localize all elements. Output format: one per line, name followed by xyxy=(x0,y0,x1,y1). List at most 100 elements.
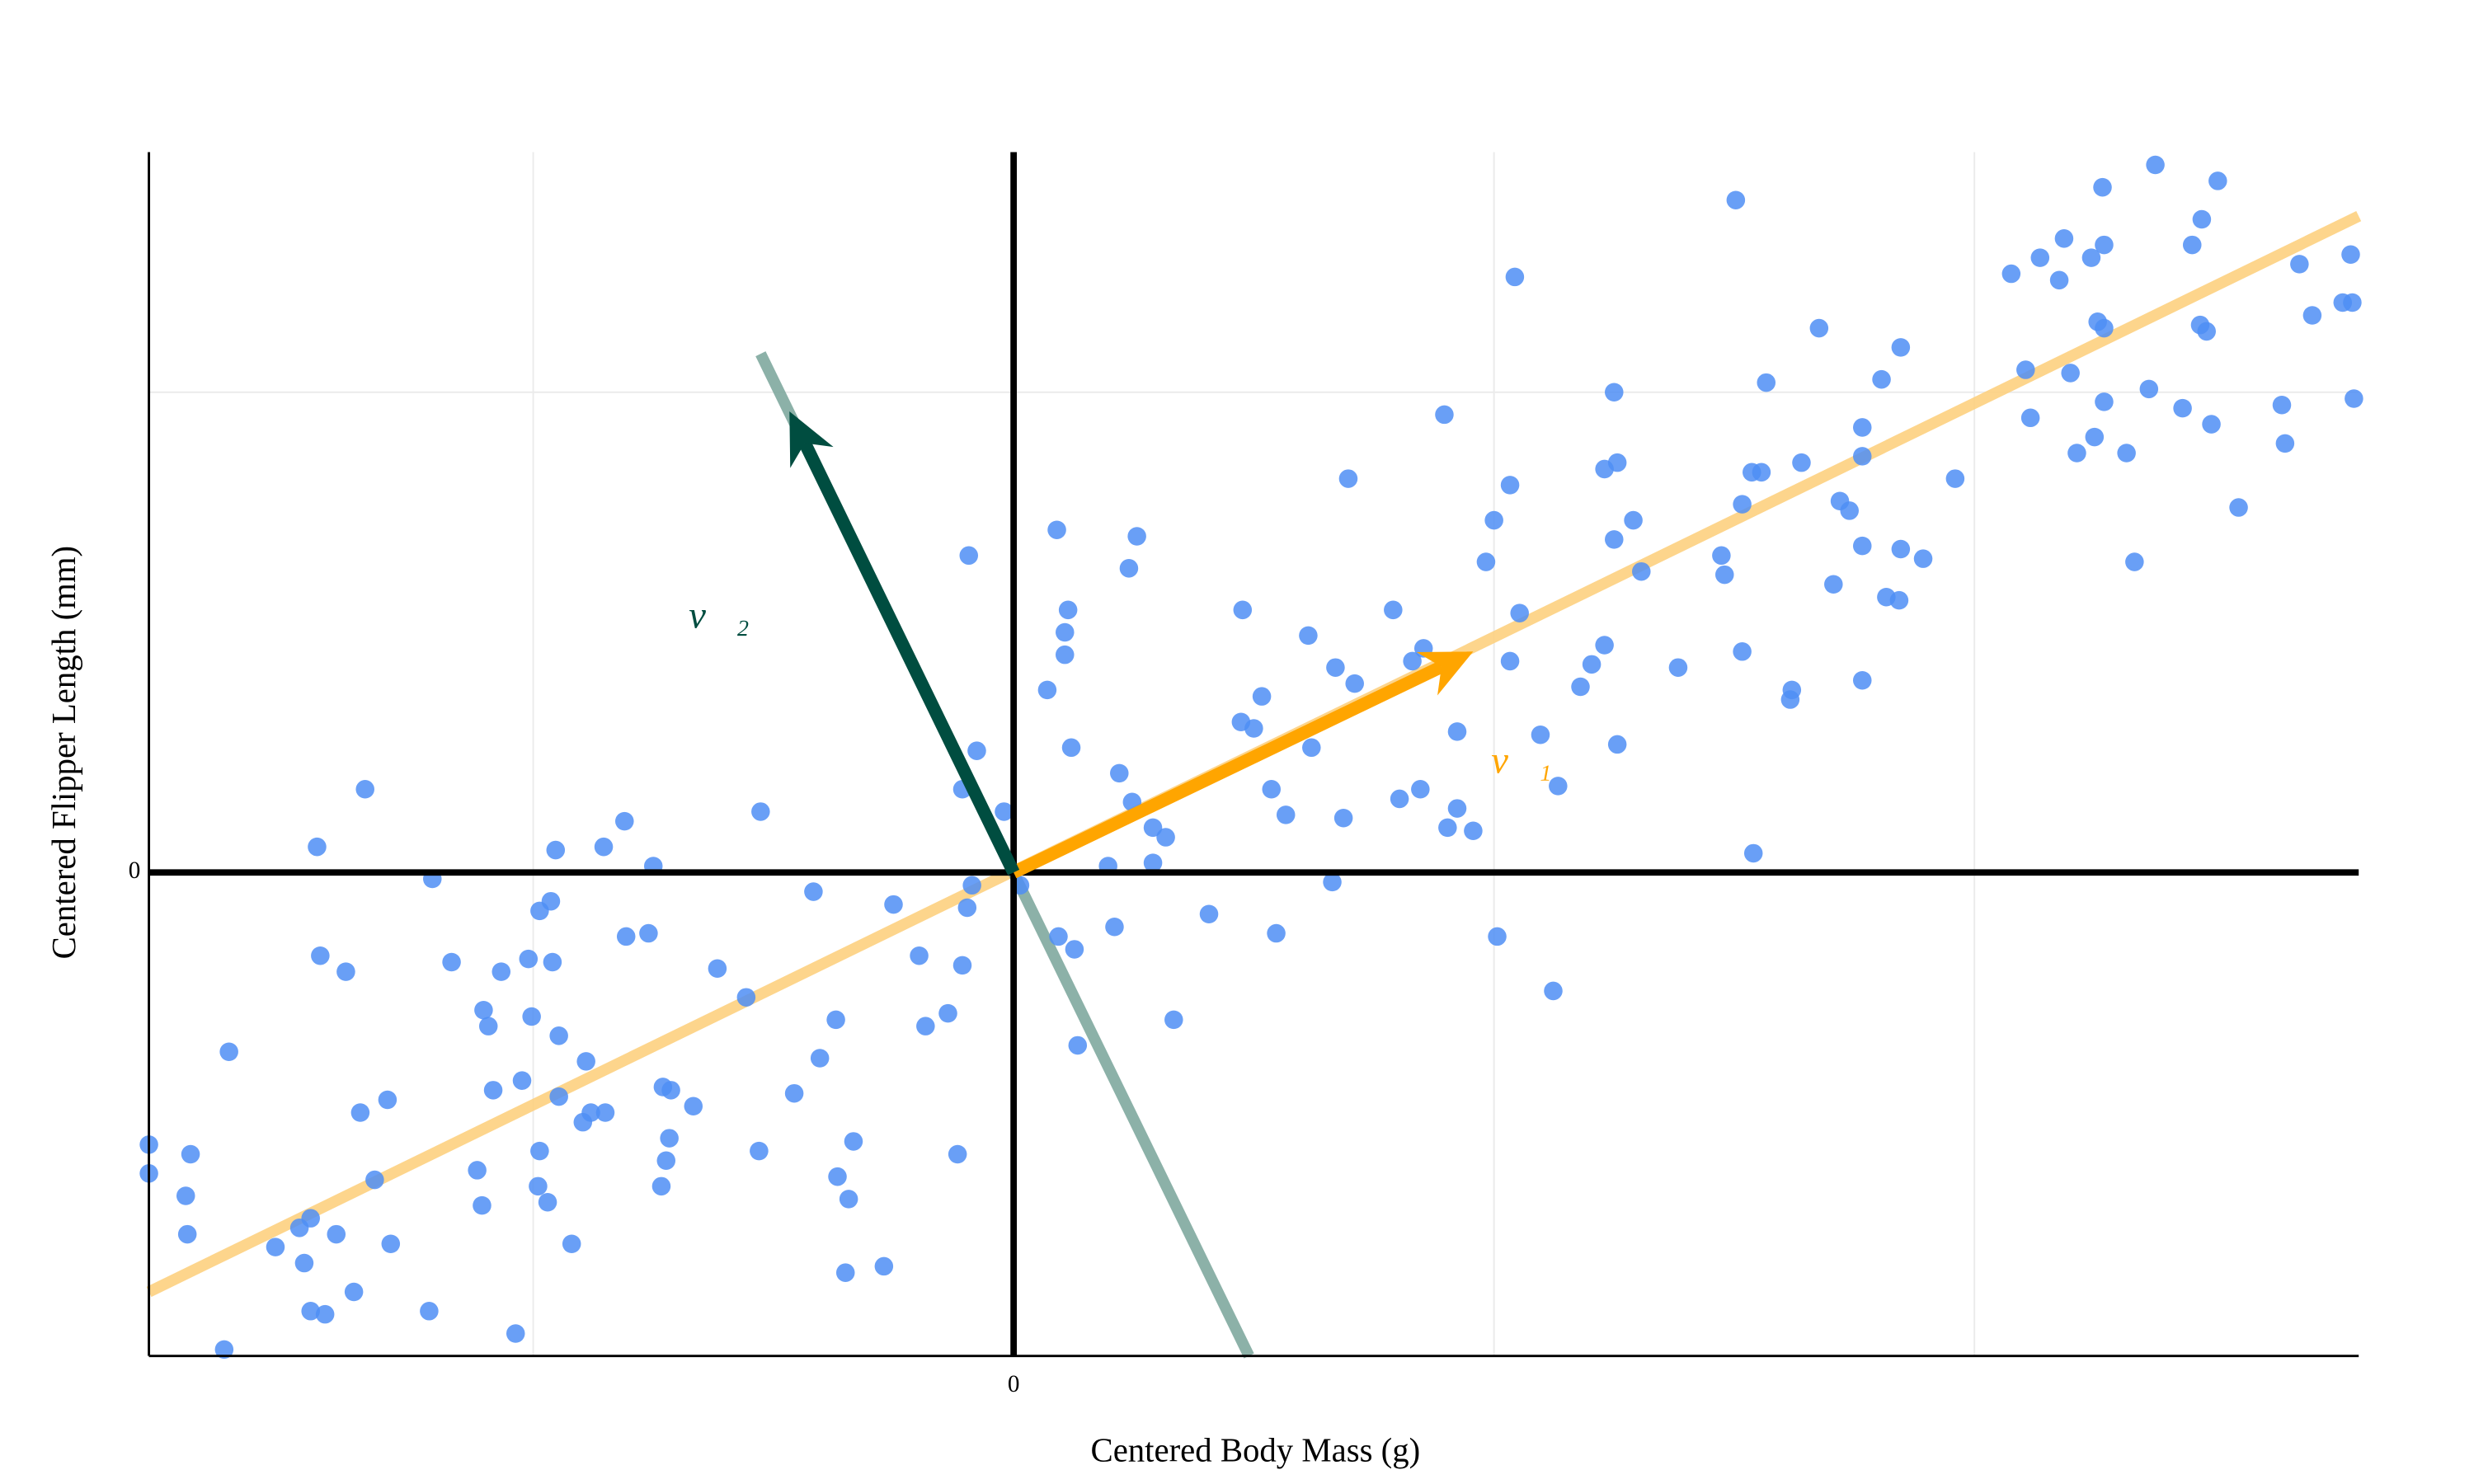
data-point xyxy=(1047,520,1066,539)
data-point xyxy=(1605,383,1624,402)
data-point xyxy=(835,1263,855,1282)
data-point xyxy=(2343,293,2362,312)
data-point xyxy=(1110,763,1129,783)
vector-label: v⃗₁ xyxy=(1491,740,1551,782)
data-point xyxy=(266,1237,285,1256)
x-tick-label: 0 xyxy=(1008,1371,1020,1397)
data-point xyxy=(473,1195,492,1215)
data-point xyxy=(344,1282,364,1302)
data-point xyxy=(1607,735,1627,754)
data-point xyxy=(1595,636,1614,655)
data-point xyxy=(365,1170,384,1190)
data-point xyxy=(1411,780,1430,799)
data-point xyxy=(1267,923,1286,943)
data-point xyxy=(1733,495,1752,514)
data-point xyxy=(1065,940,1084,959)
data-point xyxy=(874,1256,894,1276)
data-point xyxy=(1510,603,1529,622)
data-point xyxy=(381,1234,401,1253)
data-point xyxy=(2290,255,2309,274)
data-point xyxy=(478,1017,498,1036)
data-point xyxy=(2095,235,2114,255)
data-point xyxy=(522,1007,541,1026)
data-point xyxy=(442,952,461,972)
data-point xyxy=(327,1224,346,1244)
data-point xyxy=(639,923,658,943)
data-point xyxy=(1668,658,1688,677)
data-point xyxy=(1505,267,1525,287)
data-point xyxy=(1037,680,1057,700)
data-point xyxy=(884,895,903,914)
data-point xyxy=(1338,469,1358,488)
data-point xyxy=(2117,444,2136,463)
data-point xyxy=(957,898,977,918)
data-point xyxy=(1891,539,1911,559)
data-point xyxy=(1544,981,1563,1001)
data-point xyxy=(2229,498,2248,517)
data-point xyxy=(1824,575,1843,594)
data-point xyxy=(661,1081,680,1100)
data-point xyxy=(541,891,561,911)
y-axis-label: Centered Flipper Length (mm) xyxy=(45,546,82,960)
data-point xyxy=(483,1081,503,1100)
data-point xyxy=(684,1097,703,1116)
data-point xyxy=(294,1253,314,1273)
data-point xyxy=(1852,670,1872,690)
data-point xyxy=(2093,177,2112,197)
data-point xyxy=(468,1161,487,1180)
data-point xyxy=(1127,527,1146,546)
data-point xyxy=(804,882,823,901)
data-point xyxy=(2173,398,2192,418)
data-point xyxy=(1945,469,1965,488)
data-point xyxy=(1605,530,1624,549)
data-point xyxy=(2095,392,2114,411)
data-point xyxy=(844,1132,863,1151)
data-point xyxy=(1852,536,1872,556)
data-point xyxy=(736,988,756,1007)
data-point xyxy=(1276,805,1296,824)
data-point xyxy=(1712,546,1731,566)
data-point xyxy=(1164,1010,1183,1030)
data-point xyxy=(549,1026,568,1045)
data-point xyxy=(2001,264,2021,284)
data-point xyxy=(1068,1036,1088,1055)
data-point xyxy=(2016,360,2035,379)
data-point xyxy=(750,1141,769,1161)
data-point xyxy=(751,802,770,821)
data-point xyxy=(959,546,979,566)
data-point xyxy=(2020,408,2040,428)
data-point xyxy=(995,802,1014,821)
data-point xyxy=(2067,444,2086,463)
data-point xyxy=(2192,209,2212,229)
data-point xyxy=(962,876,981,895)
data-point xyxy=(1632,561,1651,581)
data-point xyxy=(474,1000,493,1020)
data-point xyxy=(2208,171,2227,190)
data-point xyxy=(1435,405,1454,425)
data-point xyxy=(708,959,727,979)
data-point xyxy=(543,952,562,972)
data-point xyxy=(948,1144,967,1164)
data-point xyxy=(2341,245,2360,264)
data-point xyxy=(1438,818,1457,838)
data-point xyxy=(1809,318,1829,338)
data-point xyxy=(519,949,539,969)
data-point xyxy=(1891,338,1911,357)
y-tick-label: 0 xyxy=(129,857,141,884)
vector-head xyxy=(789,411,834,468)
data-point xyxy=(1792,453,1811,472)
data-point xyxy=(2049,270,2069,290)
data-point xyxy=(1345,674,1364,693)
data-point xyxy=(2202,415,2221,434)
vector-label: v⃗₂ xyxy=(689,594,749,636)
data-point xyxy=(562,1234,581,1253)
data-point xyxy=(938,1003,957,1023)
x-axis-label: Centered Body Mass (g) xyxy=(1091,1431,1421,1468)
data-point xyxy=(336,962,355,981)
data-point xyxy=(530,1141,549,1161)
data-point xyxy=(967,741,986,760)
data-point xyxy=(1302,738,1321,758)
data-point xyxy=(1872,369,1891,389)
data-point xyxy=(839,1190,858,1209)
